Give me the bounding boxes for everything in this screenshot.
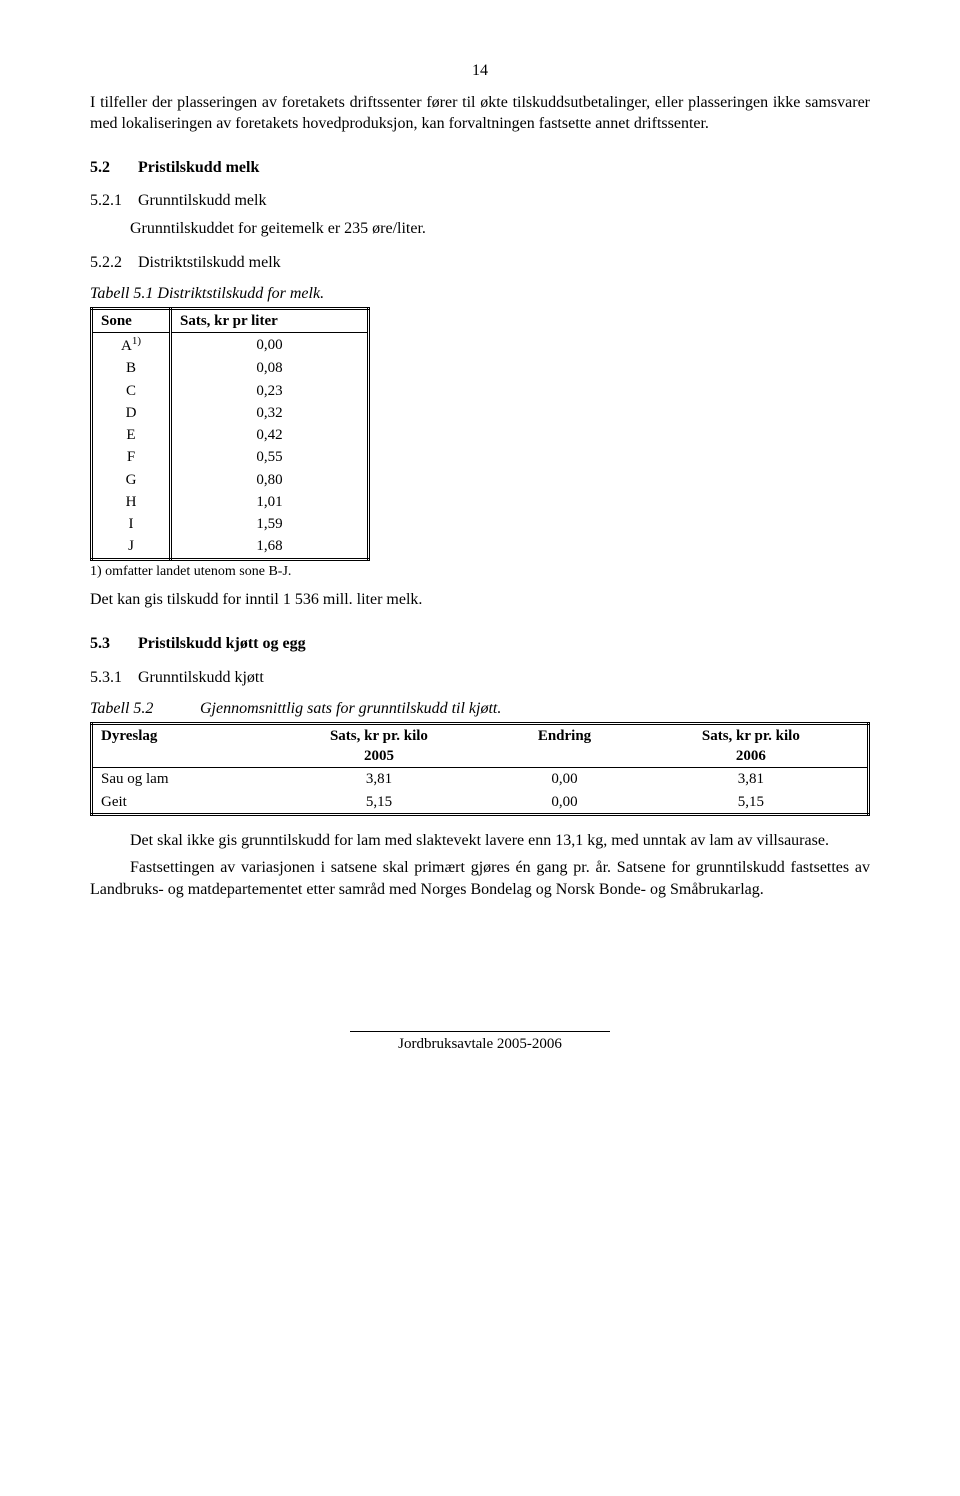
intro-paragraph: I tilfeller der plasseringen av foretake… xyxy=(90,92,870,135)
zone-cell: F xyxy=(92,446,171,468)
section-5-2: 5.2 Pristilskudd melk xyxy=(90,157,870,179)
table-label: Tabell 5.2 xyxy=(90,698,200,720)
zone-cell: C xyxy=(92,380,171,402)
change-cell: 0,00 xyxy=(494,791,634,815)
subsection-number: 5.2.1 xyxy=(90,190,138,212)
value-cell: 0,80 xyxy=(171,469,369,491)
zone-cell: E xyxy=(92,424,171,446)
page-number: 14 xyxy=(90,60,870,82)
subsection-heading: Grunntilskudd kjøtt xyxy=(138,667,264,689)
rate-2005-cell: 3,81 xyxy=(264,768,495,791)
after-table-5-2-p1: Det skal ikke gis grunntilskudd for lam … xyxy=(90,830,870,852)
section-5-3: 5.3 Pristilskudd kjøtt og egg xyxy=(90,633,870,655)
value-cell: 0,00 xyxy=(171,333,369,358)
section-5-3-1: 5.3.1 Grunntilskudd kjøtt xyxy=(90,667,870,689)
table-row: I1,59 xyxy=(92,513,369,535)
zone-cell: A1) xyxy=(92,333,171,358)
zone-cell: G xyxy=(92,469,171,491)
value-cell: 1,68 xyxy=(171,535,369,559)
zone-cell: H xyxy=(92,491,171,513)
table-row: J1,68 xyxy=(92,535,369,559)
value-cell: 1,59 xyxy=(171,513,369,535)
species-cell: Geit xyxy=(92,791,264,815)
rate-2006-cell: 5,15 xyxy=(635,791,869,815)
subsection-heading: Grunntilskudd melk xyxy=(138,190,266,212)
table-5-1-footnote: 1) omfatter landet utenom sone B-J. xyxy=(90,563,870,582)
value-cell: 0,55 xyxy=(171,446,369,468)
zone-cell: B xyxy=(92,357,171,379)
table-5-1: Sone Sats, kr pr liter A1)0,00B0,08C0,23… xyxy=(90,307,370,561)
value-cell: 0,42 xyxy=(171,424,369,446)
value-cell: 0,32 xyxy=(171,402,369,424)
after-table-5-2-p2: Fastsettingen av variasjonen i satsene s… xyxy=(90,857,870,900)
table-row: H1,01 xyxy=(92,491,369,513)
table-header: Sats, kr pr. kilo 2005 xyxy=(264,723,495,768)
change-cell: 0,00 xyxy=(494,768,634,791)
section-heading: Pristilskudd melk xyxy=(138,157,259,179)
subsection-number: 5.2.2 xyxy=(90,252,138,274)
table-5-2: Dyreslag Sats, kr pr. kilo 2005 Endring … xyxy=(90,722,870,816)
zone-cell: J xyxy=(92,535,171,559)
section-5-2-2: 5.2.2 Distriktstilskudd melk xyxy=(90,252,870,274)
table-row: C0,23 xyxy=(92,380,369,402)
section-5-2-1: 5.2.1 Grunntilskudd melk xyxy=(90,190,870,212)
footer-text: Jordbruksavtale 2005-2006 xyxy=(90,1034,870,1054)
subsection-number: 5.3.1 xyxy=(90,667,138,689)
species-cell: Sau og lam xyxy=(92,768,264,791)
table-5-2-caption: Tabell 5.2 Gjennomsnittlig sats for grun… xyxy=(90,698,870,720)
table-header: Dyreslag xyxy=(92,723,264,768)
table-row: A1)0,00 xyxy=(92,333,369,358)
table-header: Sats, kr pr. kilo 2006 xyxy=(635,723,869,768)
value-cell: 1,01 xyxy=(171,491,369,513)
table-caption-text: Gjennomsnittlig sats for grunntilskudd t… xyxy=(200,698,501,720)
table-row: F0,55 xyxy=(92,446,369,468)
table-header: Sats, kr pr liter xyxy=(171,308,369,332)
table-5-1-caption: Tabell 5.1 Distriktstilskudd for melk. xyxy=(90,283,870,305)
table-row: B0,08 xyxy=(92,357,369,379)
rate-2005-cell: 5,15 xyxy=(264,791,495,815)
table-row: D0,32 xyxy=(92,402,369,424)
table-row: E0,42 xyxy=(92,424,369,446)
zone-cell: D xyxy=(92,402,171,424)
subsection-heading: Distriktstilskudd melk xyxy=(138,252,281,274)
section-number: 5.2 xyxy=(90,157,138,179)
zone-cell: I xyxy=(92,513,171,535)
section-heading: Pristilskudd kjøtt og egg xyxy=(138,633,306,655)
table-row: Sau og lam3,810,003,81 xyxy=(92,768,869,791)
section-number: 5.3 xyxy=(90,633,138,655)
rate-2006-cell: 3,81 xyxy=(635,768,869,791)
body-5-2-1: Grunntilskuddet for geitemelk er 235 øre… xyxy=(90,218,870,240)
table-row: G0,80 xyxy=(92,469,369,491)
table-header: Sone xyxy=(92,308,171,332)
value-cell: 0,08 xyxy=(171,357,369,379)
table-header: Endring xyxy=(494,723,634,768)
table-row: Geit5,150,005,15 xyxy=(92,791,869,815)
after-table-5-1: Det kan gis tilskudd for inntil 1 536 mi… xyxy=(90,589,870,611)
footer-divider xyxy=(350,1031,610,1032)
value-cell: 0,23 xyxy=(171,380,369,402)
